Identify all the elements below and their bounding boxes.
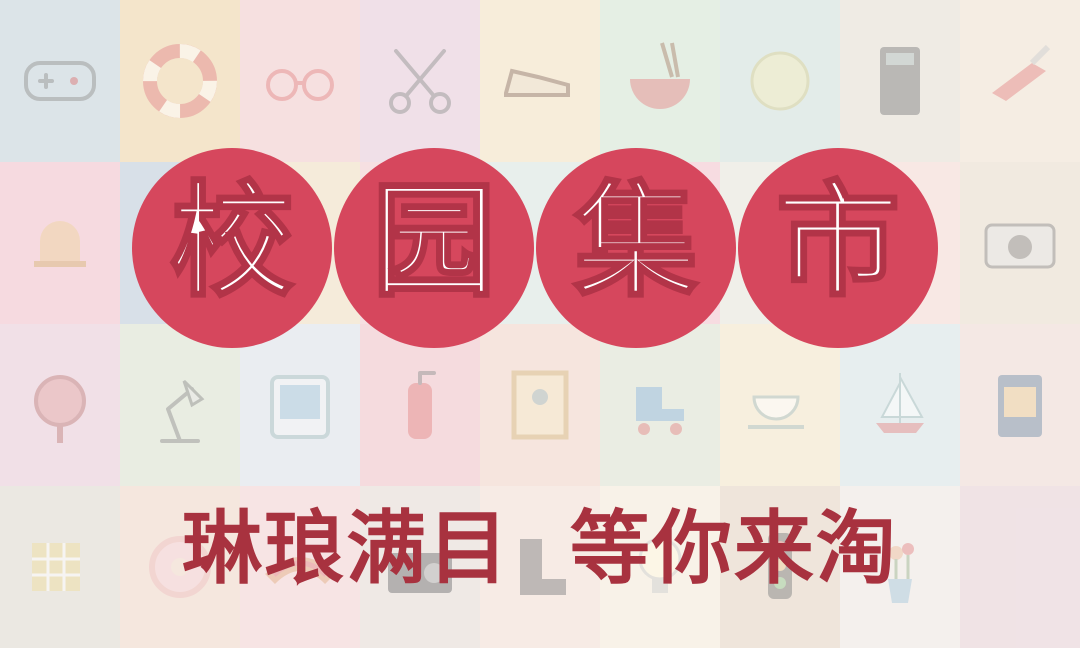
background-tile [480,486,600,648]
background-tile [0,486,120,648]
background-tile [360,324,480,486]
background-tile [720,0,840,162]
background-tile [480,324,600,486]
tennis-ball-icon [750,51,810,111]
lifebuoy-icon [143,44,217,118]
roller-skate-icon [636,387,684,435]
radio-icon [388,553,452,593]
tablet-icon [270,375,330,439]
canned-food-icon [998,375,1042,437]
shoe-icon [504,68,570,97]
background-tile [360,486,480,648]
background-tile [720,324,840,486]
bell-icon [34,221,86,267]
background-tile [840,324,960,486]
background-tile [240,324,360,486]
background-tile [600,324,720,486]
sailboat-icon [876,373,924,433]
rubik-cube-icon [32,543,80,591]
teacup-icon [748,395,804,429]
fire-extinguisher-icon [408,371,436,439]
background-tile [960,324,1080,486]
gamepad-icon [24,61,96,101]
boot-icon [520,539,566,595]
pocket-knife-icon [992,44,1051,101]
background-tile [120,324,240,486]
title-char-3: 集 [572,170,699,314]
background-tile [0,162,120,324]
background-tile [840,0,960,162]
background-tile [480,0,600,162]
background-tile [120,486,240,648]
hot-dog-icon [265,557,335,585]
calculator-icon [880,47,920,115]
picture-frame-icon [511,370,569,440]
title-char-4: 市 [774,170,901,314]
background-tile [0,0,120,162]
title-char-1: 校 [168,170,295,314]
background-tile [960,0,1080,162]
background-tile [840,486,960,648]
background-tile [720,486,840,648]
title-circle-4: 市 [738,148,938,348]
camera-icon [984,223,1056,269]
title-char-2: 园 [370,170,497,314]
background-tile [120,0,240,162]
background-tile [600,0,720,162]
light-bulb-icon [638,537,682,593]
noodle-bowl-icon [630,42,690,109]
title-circle-3: 集 [536,148,736,348]
background-tile [600,486,720,648]
donut-icon [149,536,211,598]
mirror-icon [34,375,86,443]
background-tile [960,162,1080,324]
title-circle-2: 园 [334,148,534,348]
flower-vase-icon [888,543,914,603]
traffic-light-icon [768,533,792,599]
title-circle-1: 校 [132,148,332,348]
background-tile [960,486,1080,648]
glasses-icon [266,69,334,101]
background-tile [240,486,360,648]
background-tile [240,0,360,162]
background-tile [360,0,480,162]
background-tile [0,324,120,486]
scissors-icon [389,49,451,114]
subtitle-slogan: 琳琅满目 等你来淘 [182,501,898,595]
desk-lamp-icon [160,379,205,443]
